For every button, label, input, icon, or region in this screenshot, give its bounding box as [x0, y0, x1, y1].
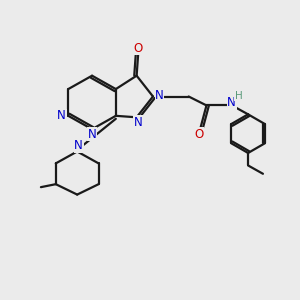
Text: N: N — [134, 116, 142, 129]
Text: N: N — [155, 88, 164, 101]
Text: N: N — [74, 139, 83, 152]
Text: N: N — [88, 128, 96, 141]
Text: N: N — [57, 109, 66, 122]
Text: O: O — [194, 128, 204, 141]
Text: O: O — [134, 42, 143, 55]
Text: N: N — [227, 96, 236, 109]
Text: H: H — [235, 91, 242, 100]
